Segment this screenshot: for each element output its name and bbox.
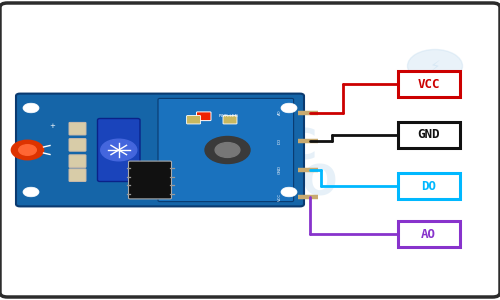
Text: +: + bbox=[50, 123, 56, 129]
FancyBboxPatch shape bbox=[69, 139, 86, 151]
Text: DUINO: DUINO bbox=[183, 162, 337, 204]
FancyBboxPatch shape bbox=[16, 94, 304, 206]
Text: ELEC: ELEC bbox=[203, 126, 317, 168]
FancyBboxPatch shape bbox=[69, 122, 86, 135]
FancyBboxPatch shape bbox=[398, 122, 460, 148]
FancyBboxPatch shape bbox=[98, 118, 140, 182]
Circle shape bbox=[18, 145, 36, 155]
Circle shape bbox=[215, 142, 240, 158]
FancyBboxPatch shape bbox=[69, 169, 86, 182]
Text: AO: AO bbox=[421, 227, 436, 241]
Text: ⚡: ⚡ bbox=[430, 58, 440, 74]
FancyBboxPatch shape bbox=[0, 3, 500, 297]
FancyBboxPatch shape bbox=[398, 221, 460, 247]
Text: AO: AO bbox=[278, 110, 282, 115]
Circle shape bbox=[101, 139, 137, 161]
Circle shape bbox=[408, 50, 463, 82]
FancyBboxPatch shape bbox=[196, 112, 211, 121]
Circle shape bbox=[23, 187, 39, 197]
Text: DO: DO bbox=[421, 179, 436, 193]
Text: GND: GND bbox=[418, 128, 440, 142]
FancyBboxPatch shape bbox=[128, 161, 172, 199]
FancyBboxPatch shape bbox=[186, 116, 200, 124]
Text: GND: GND bbox=[278, 165, 282, 174]
Text: VCC: VCC bbox=[418, 77, 440, 91]
FancyBboxPatch shape bbox=[158, 98, 294, 202]
FancyBboxPatch shape bbox=[398, 71, 460, 97]
Circle shape bbox=[23, 103, 39, 113]
Text: PWR-LED: PWR-LED bbox=[219, 114, 238, 118]
FancyBboxPatch shape bbox=[223, 116, 237, 124]
Text: VCC: VCC bbox=[278, 192, 282, 201]
Text: DO: DO bbox=[278, 138, 282, 144]
Circle shape bbox=[281, 103, 297, 113]
FancyBboxPatch shape bbox=[398, 173, 460, 199]
Circle shape bbox=[281, 187, 297, 197]
Circle shape bbox=[12, 140, 44, 160]
Circle shape bbox=[205, 136, 250, 164]
FancyBboxPatch shape bbox=[69, 155, 86, 167]
